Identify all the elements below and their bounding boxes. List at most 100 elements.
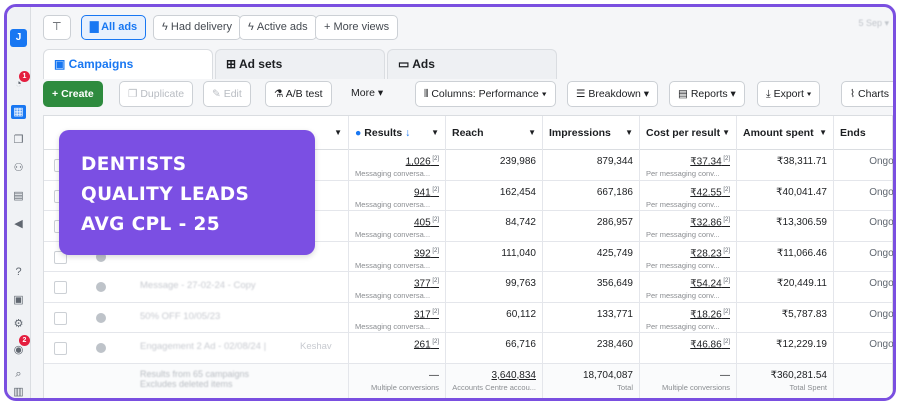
total-impressions-value: 18,704,087 [582,369,633,381]
ab-test-button[interactable]: ⚗ A/B test [265,81,332,107]
edit-button[interactable]: ✎ Edit [203,81,251,107]
export-button[interactable]: ⤓ Export ▾ [757,81,821,107]
cell-results[interactable]: 261 [2] [348,333,445,363]
campaigns-icon: ▣ [54,57,69,71]
table-row[interactable]: 1,026 [2] Messaging conversa... 239,986 879… [44,150,893,181]
account-avatar[interactable]: J [10,29,27,47]
cell-results[interactable]: 317 [2] Messaging conversa... [348,302,445,332]
campaign-name[interactable]: Engagement 2 Ad - 02/08/24 | [140,341,267,352]
more-button[interactable]: More ▾ [351,87,384,99]
cell-cpr[interactable]: ₹28.23 [2] Per messaging conv... [639,241,736,271]
breakdown-button[interactable]: ☰ Breakdown ▾ [567,81,659,107]
view-active-ads[interactable]: ϟ Active ads [239,15,317,40]
table-row[interactable]: 392 [2] Messaging conversa... 111,040 425,7… [44,241,893,272]
delivery-toggle[interactable] [96,251,106,262]
audience-icon[interactable]: ⚇ [13,162,24,174]
table-row[interactable]: Engagement 2 Ad - 02/08/24 | Keshav 261 [… [44,333,893,364]
chevron-down-icon: ▼ [625,128,633,137]
table-row[interactable]: 50% OFF 10/05/23 317 [2] Messaging convers… [44,302,893,333]
footnote-marker: [2] [721,186,730,193]
campaign-name[interactable]: 50% OFF 10/05/23 [140,310,221,322]
cell-results[interactable]: 941 [2] Messaging conversa... [348,180,445,210]
create-button[interactable]: + Create [43,81,103,107]
impressions-value: 286,957 [596,217,633,228]
column-header-reach[interactable]: Reach ▼ [445,116,542,150]
cell-impressions: 879,344 [542,150,639,180]
total-reach: 3,640,834 Accounts Centre accou... [445,363,542,398]
date-range-picker[interactable]: 5 Sep ▾ [858,18,889,28]
cell-cpr[interactable]: ₹54.24 [2] Per messaging conv... [639,272,736,302]
footnote-marker: [2] [430,186,439,193]
pages-icon[interactable]: ❐ [13,134,24,146]
cell-impressions: 133,771 [542,302,639,332]
column-header-cost-per-result[interactable]: Cost per result ▼ [639,116,736,150]
breakdown-icon: ☰ [576,88,589,100]
ends-value: Ongoing [869,339,896,350]
search-icon[interactable]: ⌕ [15,368,22,380]
cell-results[interactable]: 1,026 [2] Messaging conversa... [348,150,445,180]
delivery-toggle[interactable] [96,282,106,292]
cell-impressions: 356,649 [542,272,639,302]
spent-value: ₹20,449.11 [776,278,827,289]
tab-ads[interactable]: ▭ Ads [387,49,557,79]
cell-impressions: 667,186 [542,180,639,210]
column-header-results[interactable]: ● Results ↓ ▼ [348,116,445,150]
reports-icon: ▤ [678,88,691,100]
settings-icon[interactable]: ⚙ [13,318,24,330]
delivery-toggle[interactable] [96,312,106,323]
cell-spent: ₹5,787.83 [736,302,833,332]
reports-button[interactable]: ▤ Reports ▾ [669,81,745,107]
reports-icon[interactable]: ▤ [13,190,24,202]
row-checkbox[interactable] [54,311,67,325]
columns-button[interactable]: ⫴ Columns: Performance ▾ [415,81,556,107]
cell-cpr[interactable]: ₹42.55 [2] Per messaging conv... [639,180,736,210]
results-subtext: Messaging conversa... [355,199,431,209]
spent-value: ₹13,306.59 [776,217,827,228]
impressions-value: 667,186 [596,186,633,198]
charts-button[interactable]: ⌇ Charts [841,81,893,107]
chart-icon: ⌇ [850,88,859,100]
cell-reach: 111,040 [445,241,542,271]
left-nav-rail: J ◔ 1 ▦ ❐ ⚇ ▤ ◀ ? ▣ ⚙ ◉ 2 ⌕ ▥ [7,7,31,398]
view-all-ads[interactable]: ▇ All ads [81,15,147,40]
row-checkbox[interactable] [54,281,67,294]
cell-ends: Ongoing [833,180,896,210]
help-icon[interactable]: ? [15,266,22,278]
row-checkbox[interactable] [54,342,67,355]
column-header-ends[interactable]: Ends▼ [833,116,893,150]
column-header-amount-spent[interactable]: Amount spent ▼ [736,116,833,150]
cell-results[interactable]: 392 [2] Messaging conversa... [348,241,445,271]
column-header-impressions[interactable]: Impressions ▼ [542,116,639,150]
view-had-delivery[interactable]: ϟ Had delivery [153,15,242,40]
grid-icon[interactable]: ▥ [13,386,24,398]
cell-reach: 66,716 [445,333,542,363]
campaigns-table-icon[interactable]: ▦ [11,105,26,119]
table-row[interactable]: Message - 27-02-24 - Copy 377 [2] Messagin… [44,272,893,303]
alerts-icon[interactable]: ◉ [13,344,24,356]
cell-cpr[interactable]: ₹32.86 [2] Per messaging conv... [639,211,736,241]
cell-spent: ₹13,306.59 [736,211,833,241]
tab-ad-sets[interactable]: ⊞ Ad sets [215,49,385,79]
cell-results[interactable]: 405 [2] Messaging conversa... [348,211,445,241]
campaign-name[interactable]: Message - 27-02-24 - Copy [140,280,256,291]
more-views-button[interactable]: + More views [315,15,399,40]
cell-cpr[interactable]: ₹46.86 [2] [639,333,736,363]
billing-icon[interactable]: ▣ [13,294,24,306]
megaphone-icon[interactable]: ◀ [14,218,23,230]
cell-cpr[interactable]: ₹37.34 [2] Per messaging conv... [639,150,736,180]
cell-ends: Ongoing [833,302,893,332]
delivery-toggle[interactable] [96,343,106,353]
ends-value: Ongoing [869,186,896,198]
column-header-campaign[interactable]: ▼ [44,116,348,150]
tab-campaigns[interactable]: ▣ Campaigns [43,49,213,79]
cell-spent: ₹40,041.47 [736,180,833,210]
filter-icon[interactable]: ⊤ [43,15,71,40]
duplicate-button[interactable]: ❐ Duplicate [119,81,194,107]
notifications-icon[interactable]: ◔ [15,78,22,90]
views-bar: ⊤ ▇ All ads ϟ Had delivery ϟ Active ads … [43,15,893,41]
ad-sets-icon: ⊞ [226,57,239,71]
cell-results[interactable]: 377 [2] Messaging conversa... [348,272,445,302]
cpr-subtext: Per messaging conv... [646,169,720,179]
ends-value: Ongoing [869,247,896,259]
cell-cpr[interactable]: ₹18.26 [2] Per messaging conv... [639,302,736,332]
